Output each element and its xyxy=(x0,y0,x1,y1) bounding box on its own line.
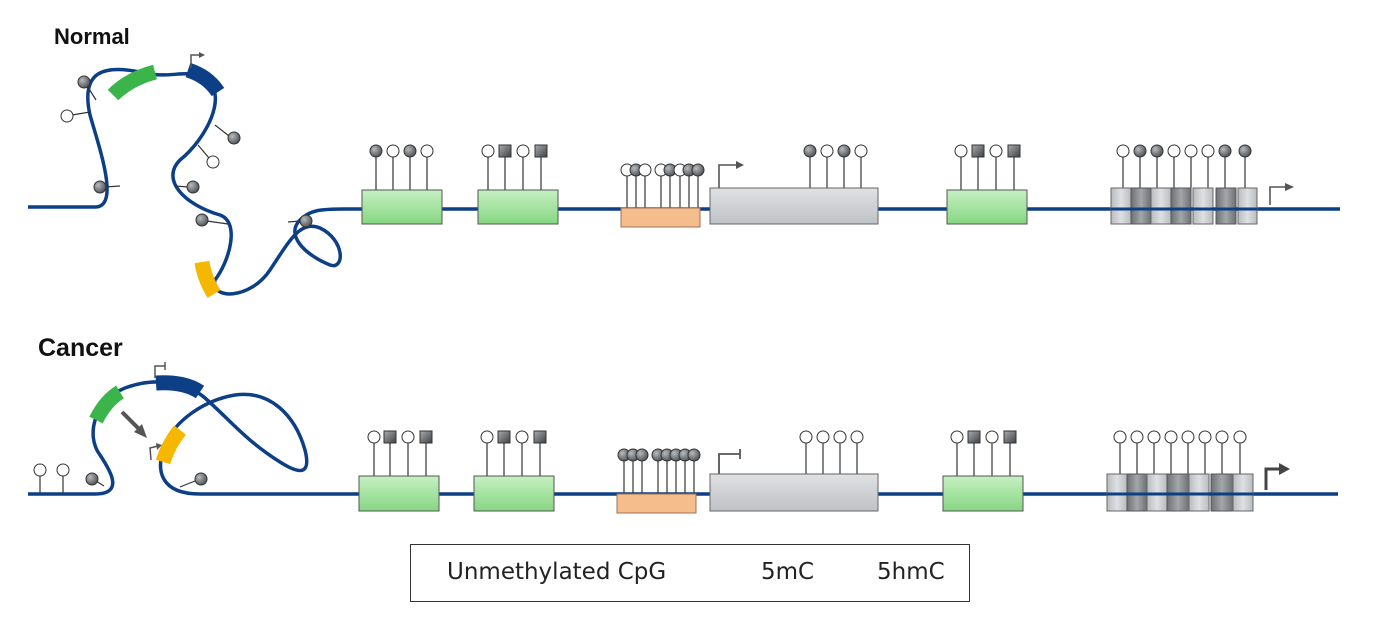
5mc-marker xyxy=(195,213,209,227)
normal-loop-lollipops xyxy=(60,75,313,228)
5mc-marker xyxy=(186,180,200,194)
cancer-repeat-tss-arrow xyxy=(1264,467,1281,490)
normal-repeat-tss-arrow xyxy=(1269,186,1286,205)
cancer-enhancer-1 xyxy=(358,430,440,512)
normal-loop-tss-arrow xyxy=(190,54,201,68)
normal-repeat-cluster xyxy=(1110,144,1258,225)
normal-green-enhancer-segment xyxy=(107,64,158,101)
normal-gene-body xyxy=(709,144,879,225)
normal-enhancer-1 xyxy=(361,144,443,225)
normal-enhancer-3 xyxy=(946,144,1028,225)
cancer-cpg-island xyxy=(616,448,701,514)
5mc-marker xyxy=(77,75,91,89)
normal-enhancer-2 xyxy=(477,144,559,225)
cancer-loop-tss-stop xyxy=(154,362,166,378)
cancer-loop-tss-arrow xyxy=(149,445,159,461)
cancer-green-enhancer-segment xyxy=(89,385,125,424)
5mc-marker xyxy=(93,180,107,194)
cancer-gene-body xyxy=(709,430,879,512)
normal-cpg-island xyxy=(620,163,705,228)
normal-navy-promoter-segment xyxy=(185,62,225,97)
legend-box: Unmethylated CpG 5mC 5hmC xyxy=(410,544,970,602)
cancer-panel xyxy=(28,362,1338,514)
normal-gene-tss-arrow xyxy=(718,164,737,188)
legend-unmethylated-label: Unmethylated CpG xyxy=(447,559,667,585)
legend-5mc-label: 5mC xyxy=(761,559,815,585)
cancer-yellow-segment xyxy=(155,425,186,465)
legend-5hmc-label: 5hmC xyxy=(877,559,945,585)
cancer-gene-tss-blocked xyxy=(718,449,741,474)
5mc-marker xyxy=(227,131,241,145)
5mc-marker xyxy=(299,214,313,228)
cancer-panel-title: Cancer xyxy=(38,334,123,362)
cancer-repeat-cluster xyxy=(1106,430,1254,512)
normal-yellow-segment xyxy=(194,260,221,298)
cancer-interaction-arrow xyxy=(120,410,142,432)
normal-panel xyxy=(28,52,1340,298)
unmethylated-marker xyxy=(206,155,220,169)
cancer-loop-lollipops xyxy=(33,463,208,494)
cancer-enhancer-2 xyxy=(473,430,555,512)
cancer-enhancer-3 xyxy=(942,430,1024,512)
unmethylated-marker xyxy=(60,109,74,123)
normal-chromatin-loop xyxy=(28,67,1340,296)
normal-panel-title: Normal xyxy=(54,24,130,49)
cancer-navy-promoter-segment xyxy=(155,375,205,399)
